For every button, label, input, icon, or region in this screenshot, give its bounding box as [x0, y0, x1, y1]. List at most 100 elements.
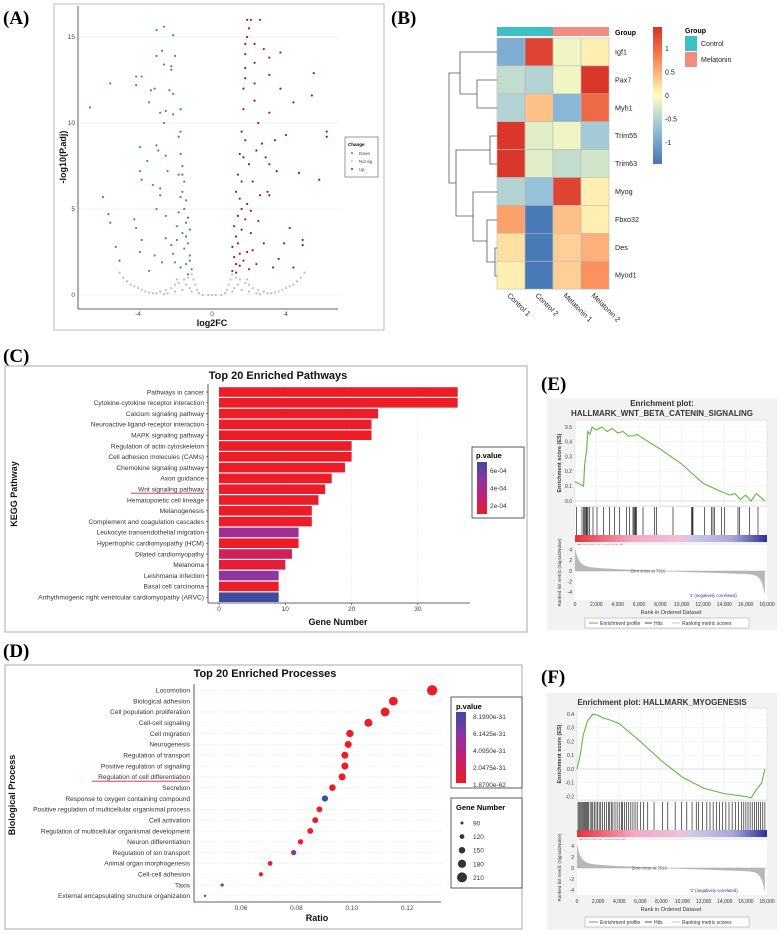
- point-not-sig: [129, 283, 132, 286]
- bar: [219, 441, 352, 451]
- category-label: Cell-cell adhesion: [138, 872, 190, 879]
- legend-entry: Enrichment profile: [600, 621, 641, 627]
- panel-frame: [4, 365, 528, 633]
- point-not-sig: [186, 276, 190, 279]
- dot: [203, 894, 207, 898]
- point-down: [109, 221, 112, 224]
- bar: [219, 560, 286, 570]
- x-tick-label: 20: [348, 606, 356, 613]
- point-down: [177, 211, 180, 214]
- heatmap-cell: [496, 233, 526, 262]
- x-tick-label: 18,000: [759, 899, 775, 905]
- point-not-sig: [210, 293, 214, 297]
- point-down: [164, 109, 167, 113]
- point-not-sig: [255, 292, 258, 295]
- legend-title: p.value: [456, 702, 482, 711]
- point-not-sig: [244, 281, 247, 285]
- point-up: [242, 87, 245, 90]
- dot: [338, 773, 346, 781]
- point-up: [277, 257, 280, 260]
- point-up: [244, 77, 247, 80]
- point-down: [175, 225, 178, 228]
- heatmap-cell: [496, 93, 526, 123]
- point-not-sig: [173, 290, 177, 293]
- point-not-sig: [196, 288, 199, 291]
- x-tick-label: 0: [574, 602, 577, 608]
- bar: [219, 430, 372, 440]
- dendrogram-branch: [486, 219, 497, 263]
- es-tick-label: -0.1: [565, 781, 574, 787]
- point-not-sig: [118, 271, 121, 274]
- x-tick-label: 4,000: [611, 602, 624, 608]
- row-label: Trim55: [615, 131, 637, 140]
- heatmap-cell: [496, 205, 526, 234]
- point-down: [173, 261, 177, 264]
- point-down: [155, 144, 158, 147]
- heatmap-cell: [552, 149, 582, 178]
- point-down: [181, 164, 184, 168]
- point-up: [236, 173, 239, 176]
- legend-entry: Enrichment profile: [600, 920, 641, 926]
- es-tick-label: 0.2: [565, 469, 572, 475]
- bar: [219, 570, 279, 581]
- point-up: [257, 219, 260, 223]
- point-not-sig: [162, 293, 165, 296]
- point-down: [149, 89, 153, 92]
- point-up: [301, 238, 304, 242]
- dot: [267, 861, 273, 866]
- legend-entry: 90: [473, 821, 481, 828]
- point-down: [162, 63, 165, 66]
- category-label: Melanoma: [173, 562, 204, 569]
- category-label: Regulation of multicellular organismal d…: [41, 828, 190, 835]
- point-up: [325, 130, 328, 133]
- point-not-sig: [164, 288, 167, 291]
- legend-title: Change: [348, 142, 365, 147]
- category-label: Cell activation: [149, 817, 190, 824]
- point-up: [292, 266, 295, 269]
- point-down: [186, 216, 190, 219]
- point-down: [138, 145, 141, 149]
- point-down: [138, 170, 141, 173]
- heatmap-cell: [496, 177, 526, 206]
- point-not-sig: [155, 292, 158, 295]
- point-up: [325, 135, 328, 138]
- point-down: [185, 235, 188, 238]
- point-not-sig: [236, 283, 239, 286]
- size-legend-marker: [460, 821, 464, 825]
- bar: [219, 419, 372, 430]
- point-down: [183, 180, 186, 183]
- point-up: [271, 266, 275, 269]
- heatmap-cell: [524, 93, 554, 123]
- point-down: [164, 214, 167, 217]
- point-not-sig: [288, 285, 291, 288]
- point-not-sig: [227, 283, 230, 286]
- category-label: Dilated cardiomyopathy: [135, 551, 205, 558]
- point-down: [172, 34, 175, 37]
- category-label: Taxis: [175, 882, 191, 889]
- point-not-sig: [299, 276, 302, 279]
- point-down: [159, 187, 162, 190]
- point-not-sig: [225, 288, 228, 291]
- point-not-sig: [284, 287, 288, 290]
- group-legend-swatch: [685, 52, 697, 67]
- x-tick-label: 30: [414, 606, 422, 613]
- point-not-sig: [251, 287, 254, 290]
- heatmap-cell: [524, 37, 554, 67]
- point-up: [240, 180, 243, 183]
- point-not-sig: [166, 292, 169, 295]
- x-tick-label: 0.08: [290, 905, 303, 912]
- group-legend-entry: Melatonin: [701, 57, 731, 64]
- dot: [307, 828, 314, 834]
- point-up: [238, 264, 241, 267]
- point-up: [260, 142, 264, 145]
- group-legend-swatch: [685, 36, 697, 51]
- point-down: [185, 199, 188, 202]
- es-tick-label: 0.4: [565, 440, 572, 446]
- point-down: [175, 238, 178, 242]
- point-not-sig: [177, 281, 180, 285]
- point-down: [188, 254, 191, 257]
- dot: [341, 751, 349, 759]
- gsea-legend-box: [584, 916, 750, 928]
- point-down: [181, 190, 184, 193]
